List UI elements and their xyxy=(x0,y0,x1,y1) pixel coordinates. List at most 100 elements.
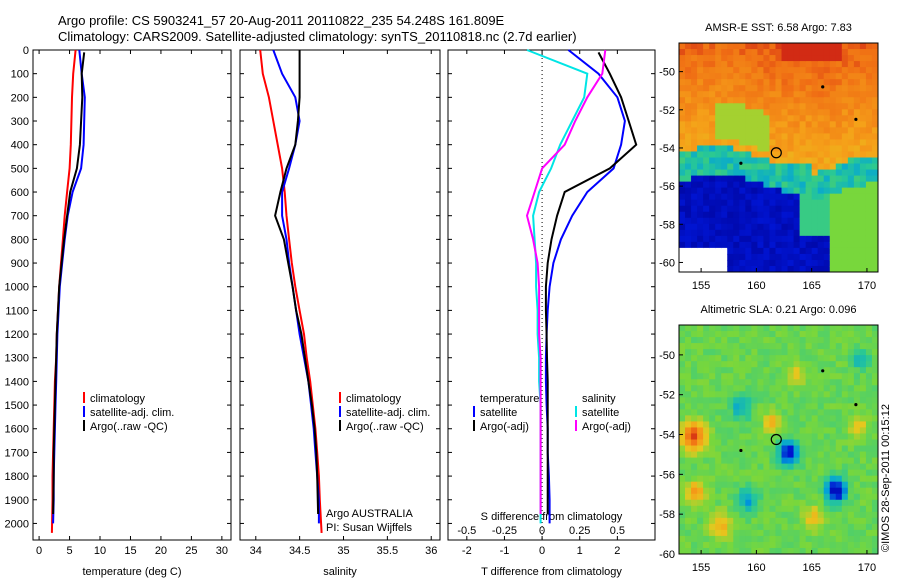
map-cell xyxy=(733,151,740,159)
map-cell xyxy=(859,385,867,392)
map-cell xyxy=(847,445,855,453)
map-cell xyxy=(799,451,807,459)
map-cell xyxy=(853,541,861,549)
map-cell xyxy=(697,247,704,255)
map-cell xyxy=(709,475,716,483)
map-cell xyxy=(745,349,752,356)
map-field xyxy=(679,43,878,272)
map-cell xyxy=(733,175,740,183)
map-y-tick-label: -60 xyxy=(659,549,675,561)
map-cell xyxy=(751,67,758,74)
map-cell xyxy=(835,157,843,165)
map-cell xyxy=(859,139,867,147)
map-cell xyxy=(817,439,825,447)
map-cell xyxy=(727,211,734,219)
map-cell xyxy=(781,181,789,189)
map-y-tick-label: -56 xyxy=(659,181,675,193)
map-cell xyxy=(871,133,878,141)
annotation-line: PI: Susan Wijffels xyxy=(326,522,412,534)
map-cell xyxy=(847,229,855,237)
map-cell xyxy=(811,253,819,261)
map-cell xyxy=(859,205,867,213)
map-cell xyxy=(679,133,686,141)
map-x-tick-label: 160 xyxy=(747,280,765,292)
map-cell xyxy=(793,415,801,423)
map-cell xyxy=(829,385,837,392)
map-cell xyxy=(745,481,752,489)
map-cell xyxy=(841,409,849,416)
map-cell xyxy=(799,67,807,74)
map-cell xyxy=(793,427,801,435)
map-cell xyxy=(811,55,819,62)
legend-label: climatology xyxy=(90,393,146,405)
map-cell xyxy=(865,547,873,554)
map-cell xyxy=(715,115,722,122)
map-cell xyxy=(781,505,789,513)
map-cell xyxy=(739,451,746,459)
map-cell xyxy=(763,331,771,338)
map-cell xyxy=(751,517,758,525)
map-cell xyxy=(853,451,861,459)
map-cell xyxy=(691,79,698,86)
map-cell xyxy=(859,439,867,447)
map-cell xyxy=(691,421,698,429)
map-cell xyxy=(715,397,722,404)
map-cell xyxy=(721,151,728,159)
map-cell xyxy=(871,475,878,483)
map-cell xyxy=(691,187,698,195)
map-cell xyxy=(775,451,783,459)
map-cell xyxy=(841,529,849,537)
map-cell xyxy=(769,493,777,501)
map-cell xyxy=(769,415,777,423)
map-cell xyxy=(679,439,686,447)
map-cell xyxy=(859,241,867,249)
map-cell xyxy=(817,121,825,128)
y-tick-label: 1000 xyxy=(5,282,29,294)
map-cell xyxy=(745,547,752,554)
map-cell xyxy=(709,163,716,171)
map-cell xyxy=(685,85,692,92)
map-cell xyxy=(841,493,849,501)
map-cell xyxy=(727,421,734,429)
map-cell xyxy=(739,529,746,537)
map-cell xyxy=(739,109,746,116)
map-cell xyxy=(829,151,837,159)
map-cell xyxy=(709,133,716,141)
map-cell xyxy=(709,385,716,392)
map-cell xyxy=(865,421,873,429)
map-cell xyxy=(751,451,758,459)
map-cell xyxy=(727,67,734,74)
map-cell xyxy=(829,49,837,56)
y-tick-label: 100 xyxy=(11,69,29,81)
map-cell xyxy=(787,43,795,50)
map-cell xyxy=(763,499,771,507)
map-cell xyxy=(829,451,837,459)
map-cell xyxy=(799,373,807,380)
map-cell xyxy=(835,127,843,134)
map-cell xyxy=(799,247,807,255)
map-cell xyxy=(763,133,771,141)
map-cell xyxy=(787,265,795,272)
map-cell xyxy=(805,55,813,62)
map-cell xyxy=(703,523,710,531)
map-cell xyxy=(763,493,771,501)
map-cell xyxy=(679,379,686,386)
map-cell xyxy=(745,127,752,134)
map-cell xyxy=(817,379,825,386)
map-cell xyxy=(685,541,692,549)
map-cell xyxy=(865,475,873,483)
map-cell xyxy=(697,403,704,410)
map-cell xyxy=(835,373,843,380)
map-cell xyxy=(859,49,867,56)
map-cell xyxy=(859,379,867,386)
map-cell xyxy=(823,541,831,549)
map-cell xyxy=(847,175,855,183)
map-cell xyxy=(799,193,807,201)
map-cell xyxy=(775,337,783,344)
map-cell xyxy=(703,445,710,453)
map-cell xyxy=(811,205,819,213)
map-cell xyxy=(727,241,734,249)
map-cell xyxy=(799,505,807,513)
map-cell xyxy=(817,217,825,225)
map-cell xyxy=(841,445,849,453)
